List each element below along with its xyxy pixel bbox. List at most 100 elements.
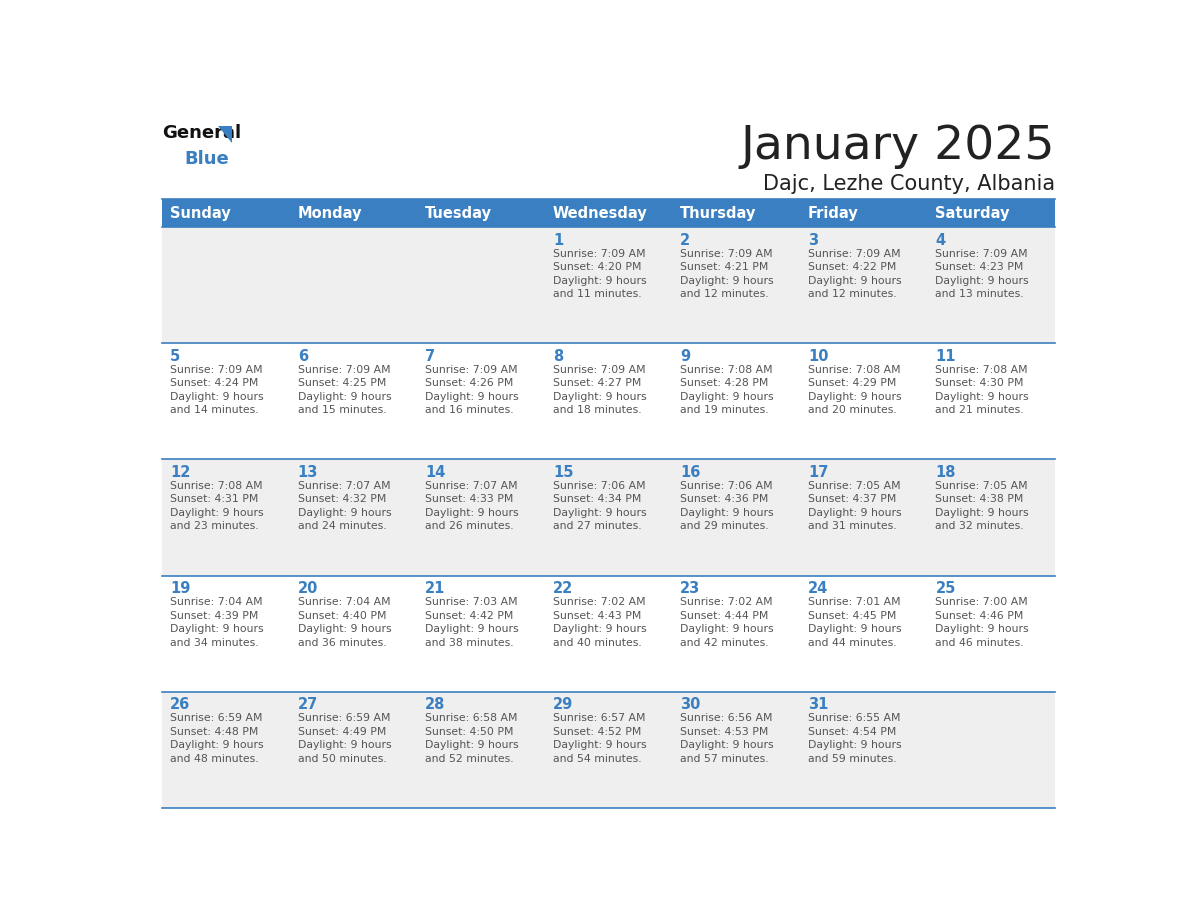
Text: Sunset: 4:29 PM: Sunset: 4:29 PM <box>808 378 896 388</box>
Text: Sunrise: 6:57 AM: Sunrise: 6:57 AM <box>552 713 645 723</box>
FancyBboxPatch shape <box>163 576 290 691</box>
Text: Sunset: 4:40 PM: Sunset: 4:40 PM <box>298 610 386 621</box>
FancyBboxPatch shape <box>163 691 290 808</box>
Text: 30: 30 <box>681 697 701 712</box>
Text: and 16 minutes.: and 16 minutes. <box>425 406 514 415</box>
Text: Sunrise: 7:08 AM: Sunrise: 7:08 AM <box>170 481 263 491</box>
Text: and 18 minutes.: and 18 minutes. <box>552 406 642 415</box>
Text: and 13 minutes.: and 13 minutes. <box>935 289 1024 299</box>
Text: Daylight: 9 hours: Daylight: 9 hours <box>935 508 1029 518</box>
Text: 23: 23 <box>681 581 701 596</box>
Text: Friday: Friday <box>808 206 859 221</box>
FancyBboxPatch shape <box>672 343 801 459</box>
Text: Sunrise: 7:09 AM: Sunrise: 7:09 AM <box>298 364 391 375</box>
Text: Sunset: 4:42 PM: Sunset: 4:42 PM <box>425 610 513 621</box>
Text: and 29 minutes.: and 29 minutes. <box>681 521 769 532</box>
Text: Sunrise: 7:03 AM: Sunrise: 7:03 AM <box>425 597 518 607</box>
Text: 3: 3 <box>808 232 819 248</box>
Text: Sunrise: 7:09 AM: Sunrise: 7:09 AM <box>170 364 263 375</box>
Text: Daylight: 9 hours: Daylight: 9 hours <box>298 740 391 750</box>
Text: Sunrise: 7:09 AM: Sunrise: 7:09 AM <box>681 249 773 259</box>
Text: Daylight: 9 hours: Daylight: 9 hours <box>681 275 775 285</box>
Text: Sunset: 4:25 PM: Sunset: 4:25 PM <box>298 378 386 388</box>
Text: Sunset: 4:43 PM: Sunset: 4:43 PM <box>552 610 642 621</box>
Text: Sunrise: 7:02 AM: Sunrise: 7:02 AM <box>552 597 645 607</box>
Text: Daylight: 9 hours: Daylight: 9 hours <box>552 624 646 634</box>
Text: Daylight: 9 hours: Daylight: 9 hours <box>170 624 264 634</box>
Text: Daylight: 9 hours: Daylight: 9 hours <box>681 392 775 402</box>
Text: and 31 minutes.: and 31 minutes. <box>808 521 897 532</box>
FancyBboxPatch shape <box>545 576 672 691</box>
FancyBboxPatch shape <box>417 576 545 691</box>
FancyBboxPatch shape <box>928 459 1055 576</box>
Text: Daylight: 9 hours: Daylight: 9 hours <box>552 275 646 285</box>
Text: January 2025: January 2025 <box>741 124 1055 169</box>
Text: Sunset: 4:46 PM: Sunset: 4:46 PM <box>935 610 1024 621</box>
FancyBboxPatch shape <box>928 199 1055 227</box>
FancyBboxPatch shape <box>928 691 1055 808</box>
Text: 28: 28 <box>425 697 446 712</box>
Text: Sunset: 4:20 PM: Sunset: 4:20 PM <box>552 263 642 273</box>
Text: Daylight: 9 hours: Daylight: 9 hours <box>170 392 264 402</box>
Text: Sunset: 4:36 PM: Sunset: 4:36 PM <box>681 495 769 505</box>
Text: Sunset: 4:32 PM: Sunset: 4:32 PM <box>298 495 386 505</box>
Text: and 11 minutes.: and 11 minutes. <box>552 289 642 299</box>
Text: Sunset: 4:21 PM: Sunset: 4:21 PM <box>681 263 769 273</box>
FancyBboxPatch shape <box>290 691 417 808</box>
FancyBboxPatch shape <box>801 691 928 808</box>
FancyBboxPatch shape <box>290 199 417 227</box>
Text: 14: 14 <box>425 465 446 480</box>
Text: Sunset: 4:37 PM: Sunset: 4:37 PM <box>808 495 896 505</box>
Text: 11: 11 <box>935 349 956 364</box>
Text: Sunrise: 7:09 AM: Sunrise: 7:09 AM <box>935 249 1028 259</box>
Text: Daylight: 9 hours: Daylight: 9 hours <box>935 275 1029 285</box>
Text: Sunset: 4:24 PM: Sunset: 4:24 PM <box>170 378 259 388</box>
FancyBboxPatch shape <box>801 343 928 459</box>
Text: and 15 minutes.: and 15 minutes. <box>298 406 386 415</box>
Text: Daylight: 9 hours: Daylight: 9 hours <box>681 624 775 634</box>
Text: and 21 minutes.: and 21 minutes. <box>935 406 1024 415</box>
Text: Dajc, Lezhe County, Albania: Dajc, Lezhe County, Albania <box>763 174 1055 194</box>
Text: 21: 21 <box>425 581 446 596</box>
Text: Daylight: 9 hours: Daylight: 9 hours <box>808 740 902 750</box>
FancyBboxPatch shape <box>417 459 545 576</box>
Text: and 48 minutes.: and 48 minutes. <box>170 754 259 764</box>
Text: 25: 25 <box>935 581 956 596</box>
Text: Sunset: 4:31 PM: Sunset: 4:31 PM <box>170 495 259 505</box>
Text: Blue: Blue <box>184 151 229 168</box>
Text: Sunrise: 7:09 AM: Sunrise: 7:09 AM <box>552 364 645 375</box>
Text: Sunday: Sunday <box>170 206 230 221</box>
Text: Sunset: 4:34 PM: Sunset: 4:34 PM <box>552 495 642 505</box>
Text: 18: 18 <box>935 465 956 480</box>
Text: Daylight: 9 hours: Daylight: 9 hours <box>425 740 519 750</box>
Text: Daylight: 9 hours: Daylight: 9 hours <box>808 275 902 285</box>
Text: Sunrise: 7:04 AM: Sunrise: 7:04 AM <box>170 597 263 607</box>
Text: 17: 17 <box>808 465 828 480</box>
Text: 2: 2 <box>681 232 690 248</box>
Text: Daylight: 9 hours: Daylight: 9 hours <box>298 392 391 402</box>
Text: Daylight: 9 hours: Daylight: 9 hours <box>425 392 519 402</box>
Text: Sunset: 4:53 PM: Sunset: 4:53 PM <box>681 727 769 737</box>
Text: Sunrise: 7:05 AM: Sunrise: 7:05 AM <box>935 481 1028 491</box>
Text: Sunrise: 7:02 AM: Sunrise: 7:02 AM <box>681 597 773 607</box>
FancyBboxPatch shape <box>928 343 1055 459</box>
Text: Sunset: 4:54 PM: Sunset: 4:54 PM <box>808 727 896 737</box>
Text: Sunrise: 6:56 AM: Sunrise: 6:56 AM <box>681 713 773 723</box>
Text: Sunrise: 7:07 AM: Sunrise: 7:07 AM <box>298 481 391 491</box>
Text: 26: 26 <box>170 697 190 712</box>
Text: and 12 minutes.: and 12 minutes. <box>681 289 769 299</box>
Text: 1: 1 <box>552 232 563 248</box>
FancyBboxPatch shape <box>928 576 1055 691</box>
Text: Sunset: 4:38 PM: Sunset: 4:38 PM <box>935 495 1024 505</box>
Text: Monday: Monday <box>298 206 362 221</box>
Text: and 19 minutes.: and 19 minutes. <box>681 406 769 415</box>
Text: Daylight: 9 hours: Daylight: 9 hours <box>935 392 1029 402</box>
Text: and 50 minutes.: and 50 minutes. <box>298 754 386 764</box>
FancyBboxPatch shape <box>163 343 290 459</box>
Text: Daylight: 9 hours: Daylight: 9 hours <box>681 508 775 518</box>
Text: Sunrise: 7:09 AM: Sunrise: 7:09 AM <box>808 249 901 259</box>
Text: Sunset: 4:22 PM: Sunset: 4:22 PM <box>808 263 896 273</box>
Text: Daylight: 9 hours: Daylight: 9 hours <box>935 624 1029 634</box>
Text: Sunset: 4:26 PM: Sunset: 4:26 PM <box>425 378 513 388</box>
FancyBboxPatch shape <box>928 227 1055 343</box>
